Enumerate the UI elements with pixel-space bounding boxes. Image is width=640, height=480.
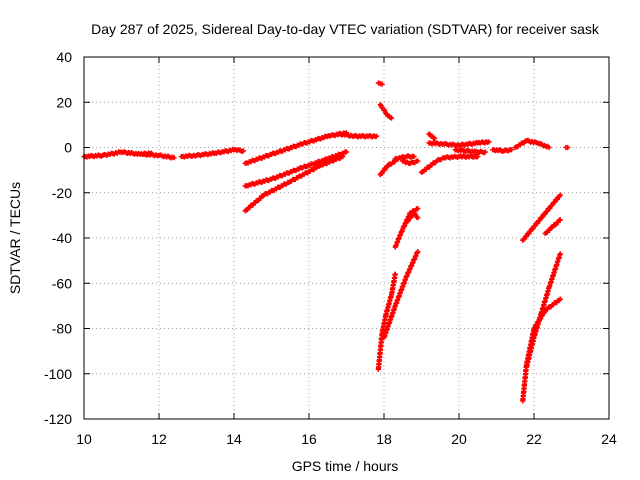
data-point: [171, 155, 177, 161]
x-axis-label: GPS time / hours: [292, 458, 399, 474]
data-point: [475, 153, 481, 160]
data-point: [411, 153, 417, 160]
series-seg23: [563, 144, 571, 151]
data-point: [546, 144, 552, 151]
series-seg6: [242, 149, 350, 189]
series-seg8: [375, 80, 385, 87]
tick-layer: 10 12 14 16 18 20 22 24 -120 -100 -80 -60 -40 -20 0 20 4…: [44, 49, 617, 447]
data-point: [557, 251, 563, 257]
data-point: [557, 192, 563, 198]
data-point: [486, 139, 492, 145]
y-tick-label: -60: [52, 275, 72, 291]
data-point: [392, 271, 398, 277]
data-layer: [81, 80, 571, 404]
data-point: [415, 215, 421, 221]
y-tick-label: -80: [52, 321, 72, 337]
y-tick-label: 40: [56, 49, 72, 65]
chart-title: Day 287 of 2025, Sidereal Day-to-day VTE…: [91, 21, 600, 37]
series-seg12: [400, 158, 421, 166]
x-tick-label: 12: [151, 431, 167, 447]
plot-frame: [83, 56, 610, 420]
series-seg24: [520, 192, 563, 243]
data-point: [432, 135, 438, 142]
data-point: [508, 147, 515, 153]
y-tick-label: -20: [52, 185, 72, 201]
data-point: [340, 153, 346, 160]
y-axis-label: SDTVAR / TECUs: [7, 182, 23, 294]
y-tick-label: 20: [56, 94, 72, 110]
grid-layer: [84, 57, 609, 419]
x-tick-label: 14: [226, 431, 242, 447]
series-seg21: [490, 147, 515, 155]
x-tick-label: 20: [451, 431, 467, 447]
x-tick-label: 16: [301, 431, 317, 447]
y-tick-label: 0: [64, 140, 72, 156]
data-point: [415, 158, 421, 164]
data-point: [379, 81, 385, 87]
data-point: [415, 248, 421, 255]
series-seg27: [523, 251, 563, 370]
data-point: [557, 296, 563, 302]
series-seg5: [336, 131, 380, 140]
series-seg11: [392, 153, 417, 162]
series-seg20: [452, 147, 488, 156]
series-seg17: [426, 131, 438, 142]
data-point: [557, 217, 563, 223]
data-point: [565, 144, 571, 151]
series-seg16: [403, 210, 421, 225]
data-point: [373, 133, 380, 139]
series-seg22: [512, 137, 552, 151]
y-tick-label: -100: [44, 366, 72, 382]
y-tick-label: -40: [52, 230, 72, 246]
x-tick-label: 18: [376, 431, 392, 447]
series-seg14: [381, 248, 421, 341]
series-seg25: [542, 217, 563, 237]
x-tick-label: 22: [526, 431, 542, 447]
x-tick-label: 24: [601, 431, 617, 447]
series-seg19: [418, 153, 481, 175]
data-point: [388, 115, 395, 121]
data-point: [415, 205, 421, 212]
series-seg18: [426, 139, 492, 149]
data-point: [343, 149, 350, 155]
series-seg7: [242, 153, 346, 214]
data-point: [482, 149, 488, 155]
series-seg3: [178, 146, 246, 160]
series-seg10: [377, 158, 398, 178]
data-point: [240, 148, 246, 154]
series-seg13: [375, 271, 398, 372]
series-seg2: [141, 151, 177, 161]
series-seg9: [377, 101, 395, 121]
x-tick-label: 10: [76, 431, 92, 447]
y-tick-label: -120: [44, 411, 72, 427]
